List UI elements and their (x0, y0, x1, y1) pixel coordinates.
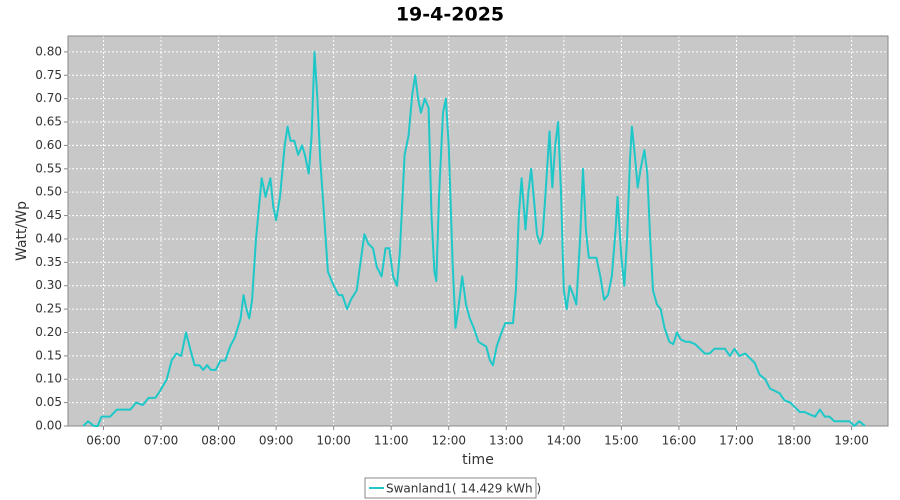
x-tick-label: 10:00 (316, 434, 351, 448)
x-tick-label: 15:00 (604, 434, 639, 448)
x-axis-label: time (462, 452, 494, 468)
y-tick-label: 0.20 (35, 325, 62, 339)
x-tick-label: 14:00 (547, 434, 582, 448)
x-tick-label: 07:00 (144, 434, 179, 448)
chart-title: 19-4-2025 (396, 4, 504, 26)
x-tick-label: 19:00 (834, 434, 869, 448)
y-axis-label: Watt/Wp (14, 201, 30, 261)
y-tick-label: 0.35 (35, 255, 62, 269)
y-tick-label: 0.45 (35, 208, 62, 222)
legend-box (364, 477, 537, 499)
y-tick-label: 0.80 (35, 44, 62, 58)
x-tick-label: 09:00 (259, 434, 294, 448)
y-tick-label: 0.50 (35, 185, 62, 199)
data-line (82, 50, 866, 427)
x-tick-label: 16:00 (662, 434, 697, 448)
y-tick-label: 0.05 (35, 395, 62, 409)
x-tick-label: 12:00 (431, 434, 466, 448)
y-tick-label: 0.15 (35, 348, 62, 362)
y-tick-label: 0.25 (35, 302, 62, 316)
x-tick-label: 11:00 (374, 434, 409, 448)
x-tick-label: 13:00 (489, 434, 524, 448)
legend-label: Swanland1( 14.429 kWh ) (386, 482, 541, 496)
x-tick-label: 08:00 (201, 434, 236, 448)
plot-area (68, 36, 888, 426)
y-tick-label: 0.10 (35, 372, 62, 386)
y-tick-label: 0.60 (35, 138, 62, 152)
y-tick-label: 0.55 (35, 161, 62, 175)
y-tick-label: 0.75 (35, 68, 62, 82)
y-tick-label: 0.00 (35, 419, 62, 433)
x-tick-label: 17:00 (719, 434, 754, 448)
y-tick-label: 0.70 (35, 91, 62, 105)
plot-border (67, 35, 889, 427)
y-tick-label: 0.65 (35, 115, 62, 129)
y-tick-label: 0.40 (35, 231, 62, 245)
x-tick-label: 06:00 (86, 434, 121, 448)
x-tick-label: 18:00 (777, 434, 812, 448)
y-tick-label: 0.30 (35, 278, 62, 292)
